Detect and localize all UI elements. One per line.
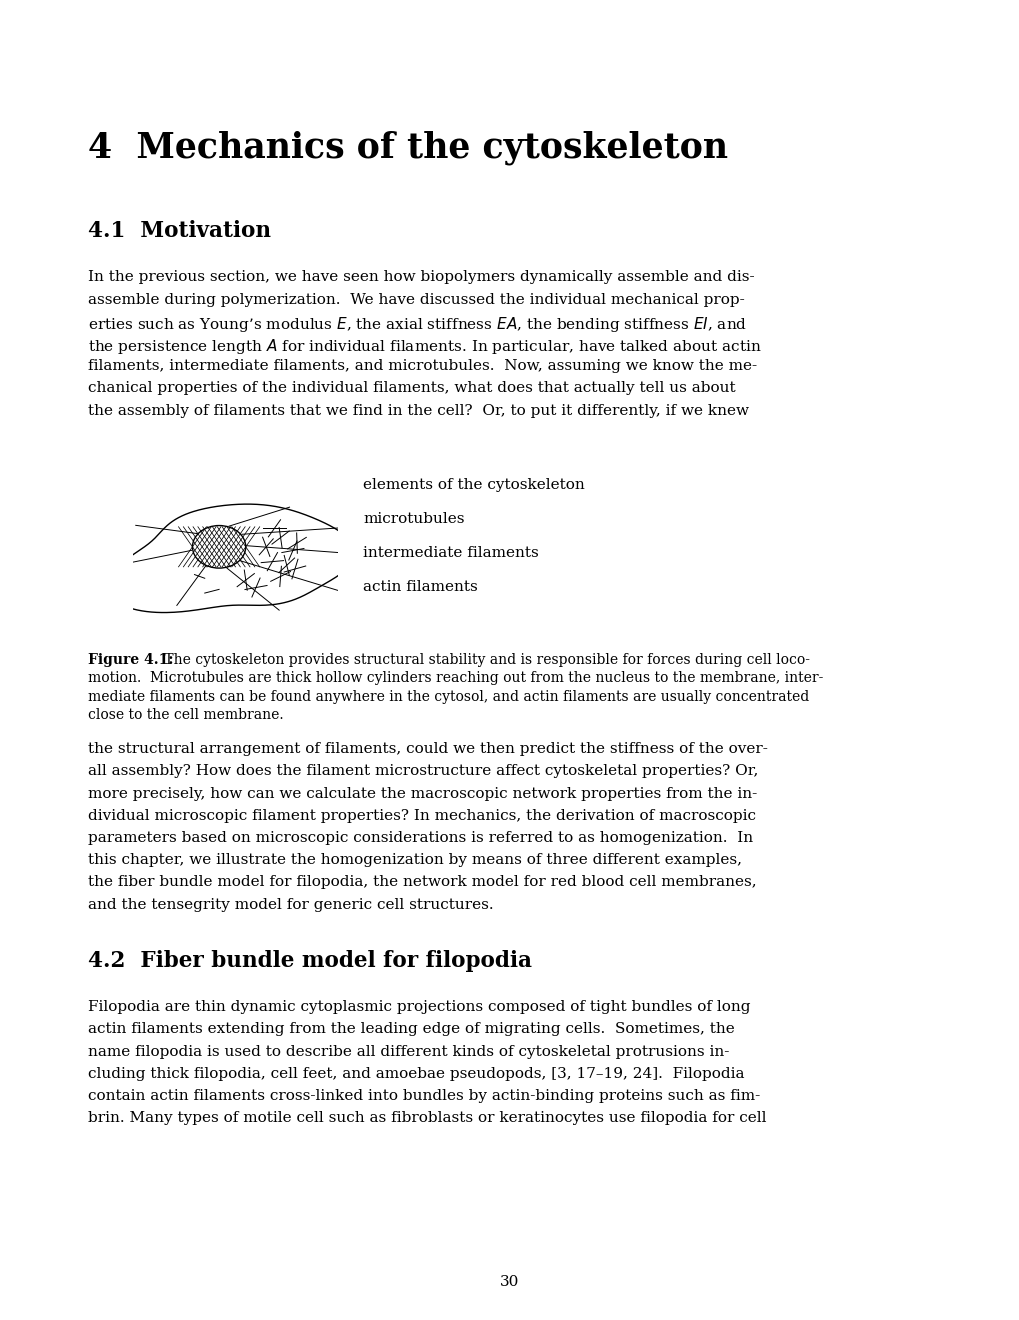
Text: and the tensegrity model for generic cell structures.: and the tensegrity model for generic cel…	[88, 898, 493, 912]
Text: contain actin filaments cross-linked into bundles by actin-binding proteins such: contain actin filaments cross-linked int…	[88, 1089, 759, 1104]
Text: the fiber bundle model for filopodia, the network model for red blood cell membr: the fiber bundle model for filopodia, th…	[88, 875, 756, 890]
Text: chanical properties of the individual filaments, what does that actually tell us: chanical properties of the individual fi…	[88, 381, 735, 396]
Text: close to the cell membrane.: close to the cell membrane.	[88, 709, 283, 722]
Text: filaments, intermediate filaments, and microtubules.  Now, assuming we know the : filaments, intermediate filaments, and m…	[88, 359, 756, 374]
Text: actin filaments: actin filaments	[363, 579, 477, 594]
Text: 4.1  Motivation: 4.1 Motivation	[88, 220, 271, 242]
Text: 4.2  Fiber bundle model for filopodia: 4.2 Fiber bundle model for filopodia	[88, 950, 532, 972]
Text: motion.  Microtubules are thick hollow cylinders reaching out from the nucleus t: motion. Microtubules are thick hollow cy…	[88, 672, 822, 685]
Text: 4  Mechanics of the cytoskeleton: 4 Mechanics of the cytoskeleton	[88, 129, 728, 165]
Text: intermediate filaments: intermediate filaments	[363, 545, 538, 560]
Text: microtubules: microtubules	[363, 512, 464, 525]
Text: the structural arrangement of filaments, could we then predict the stiffness of : the structural arrangement of filaments,…	[88, 742, 767, 756]
Text: dividual microscopic filament properties? In mechanics, the derivation of macros: dividual microscopic filament properties…	[88, 809, 755, 822]
Text: parameters based on microscopic considerations is referred to as homogenization.: parameters based on microscopic consider…	[88, 832, 752, 845]
Text: The cytoskeleton provides structural stability and is responsible for forces dur: The cytoskeleton provides structural sta…	[160, 653, 809, 667]
Text: all assembly? How does the filament microstructure affect cytoskeletal propertie: all assembly? How does the filament micr…	[88, 764, 758, 779]
Text: assemble during polymerization.  We have discussed the individual mechanical pro: assemble during polymerization. We have …	[88, 293, 744, 306]
Text: Filopodia are thin dynamic cytoplasmic projections composed of tight bundles of : Filopodia are thin dynamic cytoplasmic p…	[88, 1001, 750, 1014]
Text: this chapter, we illustrate the homogenization by means of three different examp: this chapter, we illustrate the homogeni…	[88, 853, 741, 867]
Text: In the previous section, we have seen how biopolymers dynamically assemble and d: In the previous section, we have seen ho…	[88, 271, 754, 284]
Text: more precisely, how can we calculate the macroscopic network properties from the: more precisely, how can we calculate the…	[88, 787, 756, 801]
Text: 30: 30	[500, 1275, 519, 1290]
Ellipse shape	[193, 525, 246, 568]
Text: name filopodia is used to describe all different kinds of cytoskeletal protrusio: name filopodia is used to describe all d…	[88, 1044, 729, 1059]
Text: erties such as Young’s modulus $E$, the axial stiffness $EA$, the bending stiffn: erties such as Young’s modulus $E$, the …	[88, 314, 747, 334]
Text: the persistence length $A$ for individual filaments. In particular, have talked : the persistence length $A$ for individua…	[88, 337, 761, 356]
Text: elements of the cytoskeleton: elements of the cytoskeleton	[363, 478, 584, 492]
Text: mediate filaments can be found anywhere in the cytosol, and actin filaments are : mediate filaments can be found anywhere …	[88, 690, 808, 704]
Text: brin. Many types of motile cell such as fibroblasts or keratinocytes use filopod: brin. Many types of motile cell such as …	[88, 1111, 765, 1125]
Text: actin filaments extending from the leading edge of migrating cells.  Sometimes, : actin filaments extending from the leadi…	[88, 1023, 734, 1036]
Text: Figure 4.1:: Figure 4.1:	[88, 653, 173, 667]
Text: the assembly of filaments that we find in the cell?  Or, to put it differently, : the assembly of filaments that we find i…	[88, 404, 748, 417]
Text: cluding thick filopodia, cell feet, and amoebae pseudopods, [3, 17–19, 24].  Fil: cluding thick filopodia, cell feet, and …	[88, 1067, 744, 1081]
